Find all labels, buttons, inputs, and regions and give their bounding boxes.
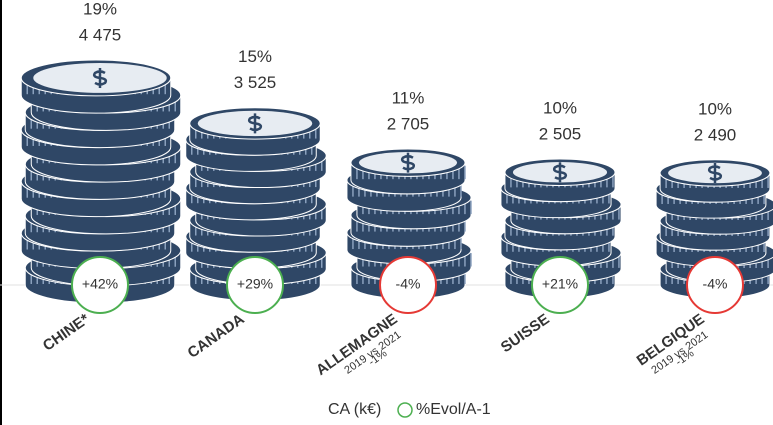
- evolution-label: -4%: [396, 276, 421, 292]
- evolution-badge: [71, 256, 129, 314]
- legend-label: CA (k€): [328, 401, 381, 418]
- legend-swatch: [397, 402, 413, 418]
- evolution-badge: [226, 256, 284, 314]
- evolution-label: -4%: [703, 276, 728, 292]
- value-label: 2 705: [387, 114, 430, 133]
- evolution-badge: [531, 256, 589, 314]
- dollar-icon: [707, 162, 723, 183]
- dollar-icon: [552, 162, 568, 183]
- dollar-icon: [247, 113, 263, 134]
- share-label: 10%: [698, 99, 732, 118]
- category-label: CHINE*: [40, 311, 93, 355]
- legend-label: %Evol/A-1: [416, 401, 491, 418]
- dollar-icon: [400, 152, 416, 173]
- value-label: 2 505: [539, 125, 582, 144]
- category-label: CANADA: [185, 311, 248, 362]
- coin-stack: [655, 159, 773, 299]
- dollar-icon: [92, 67, 108, 88]
- share-label: 15%: [238, 47, 272, 66]
- evolution-badge: [686, 256, 744, 314]
- coin-stack: [185, 107, 327, 302]
- evolution-badge: [379, 256, 437, 314]
- evolution-label: +21%: [542, 276, 578, 292]
- share-label: 19%: [83, 0, 117, 18]
- value-label: 4 475: [79, 25, 122, 44]
- share-label: 11%: [392, 88, 425, 107]
- share-label: 10%: [543, 99, 577, 118]
- evolution-label: +42%: [82, 276, 118, 292]
- evolution-label: +29%: [237, 276, 273, 292]
- value-label: 3 525: [234, 73, 277, 92]
- value-label: 2 490: [694, 125, 737, 144]
- category-label: SUISSE: [498, 311, 553, 356]
